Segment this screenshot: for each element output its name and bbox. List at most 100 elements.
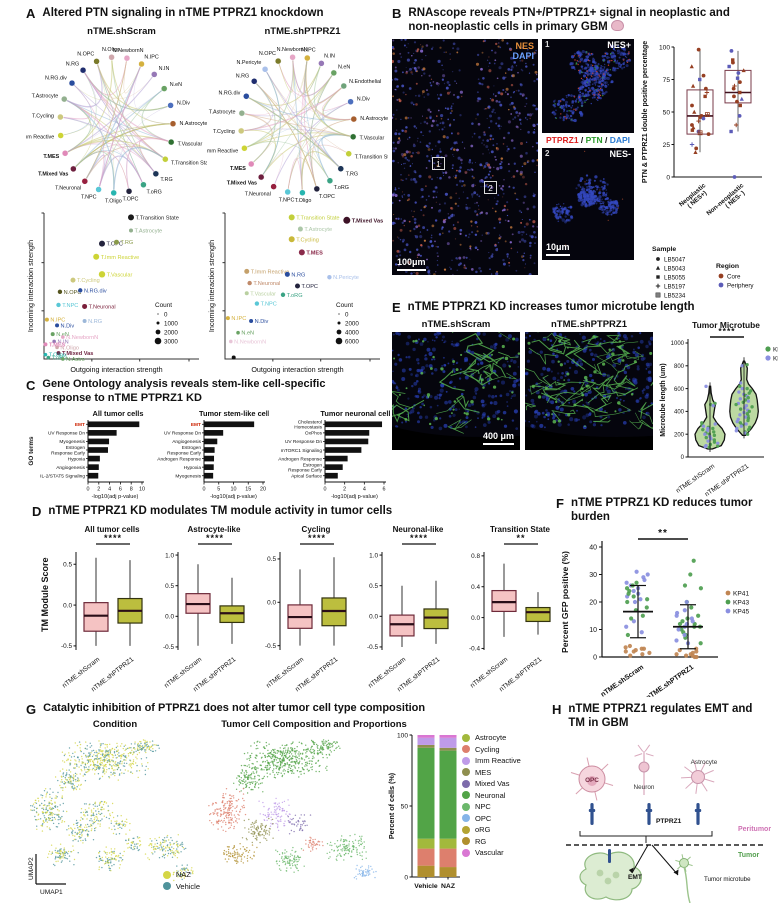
svg-text:Astrocyte-like: Astrocyte-like	[188, 525, 241, 534]
legend-label: Mixed Vas	[475, 779, 510, 789]
svg-text:N.IPC: N.IPC	[301, 48, 315, 54]
umap-celltype-title: Tumor Cell Composition and Proportions	[221, 719, 407, 731]
panel-a-title: Altered PTN signaling in nTME PTPRZ1 kno…	[42, 7, 324, 19]
scatter-shptprz1: Outgoing interaction strength Incoming in…	[207, 205, 388, 385]
svg-text:LB5234: LB5234	[664, 292, 686, 299]
svg-text:N.IN: N.IN	[324, 54, 335, 60]
svg-text:****: ****	[104, 533, 122, 543]
boxplot-astrocyte-like-canvas: Astrocyte-like****-0.50.00.51.0nTME.shSc…	[163, 525, 245, 694]
svg-text:UMAP1: UMAP1	[40, 889, 63, 896]
svg-text:N.RG.div: N.RG.div	[219, 91, 241, 97]
svg-text:-log10(adj p-value): -log10(adj p-value)	[92, 494, 139, 500]
svg-text:-log10(adj p-value): -log10(adj p-value)	[210, 494, 257, 500]
boxplot-astrocyte-like: Astrocyte-like **** -0.5 0.0 0.5 1.0 nTME.shSc…	[148, 522, 250, 698]
svg-text:N.RG.div: N.RG.div	[45, 76, 67, 82]
legend-item-astrocyte: Astrocyte	[462, 733, 550, 742]
svg-text:30: 30	[589, 572, 597, 579]
svg-text:T.Neuronal: T.Neuronal	[245, 192, 271, 198]
panel-f: F nTME PTPRZ1 KD reduces tumor burden Pe…	[556, 496, 782, 702]
svg-text:nTME.shPTPRZ1: nTME.shPTPRZ1	[645, 664, 695, 697]
svg-text:Incoming interaction strength: Incoming interaction strength	[26, 240, 35, 332]
legend-swatch	[462, 745, 470, 754]
boxplot-transition-state-canvas: Transition State**-0.40.00.40.8nTME.shSc…	[469, 525, 551, 694]
svg-text:Region: Region	[716, 263, 739, 270]
svg-text:Count: Count	[336, 302, 353, 309]
svg-text:10: 10	[139, 486, 145, 492]
svg-text:T.NPC: T.NPC	[279, 198, 295, 204]
svg-text:nTME.shScram: nTME.shScram	[600, 664, 645, 697]
svg-text:0.0: 0.0	[471, 615, 480, 622]
boxplot-neuronal-like-canvas: Neuronal-like****-0.50.00.51.0nTME.shScr…	[367, 525, 449, 694]
svg-text:40: 40	[589, 544, 597, 551]
svg-text:-0.5: -0.5	[163, 644, 174, 651]
svg-text:T.Transition State: T.Transition State	[171, 161, 207, 167]
panel-f-title: nTME PTPRZ1 KD reduces tumor burden	[570, 497, 753, 524]
svg-text:0: 0	[593, 654, 597, 661]
nes-negative-inset: 2 NES- 10μm	[542, 147, 634, 260]
svg-text:1.0: 1.0	[369, 553, 378, 560]
scalebar-400um: 400 μm	[482, 431, 514, 446]
svg-text:N.NewbornN: N.NewbornN	[234, 340, 266, 346]
svg-text:OxPhos: OxPhos	[305, 430, 323, 436]
svg-text:EMT: EMT	[75, 422, 85, 428]
svg-text:Transition State: Transition State	[490, 525, 551, 534]
legend-label: Neuronal	[475, 790, 506, 800]
svg-text:T.Neuronal: T.Neuronal	[55, 186, 81, 192]
svg-text:KP43: KP43	[773, 347, 778, 354]
svg-text:N.RG: N.RG	[236, 74, 249, 80]
svg-text:T.oRG: T.oRG	[52, 356, 68, 362]
svg-text:T.Vascular: T.Vascular	[360, 136, 385, 142]
legend-item-imm-reactive: Imm Reactive	[462, 756, 550, 765]
svg-text:Androgen Response: Androgen Response	[157, 456, 201, 462]
microtube-violin-plot-canvas: Tumor Microtube Microtube length (um) 0 200…	[660, 320, 782, 498]
svg-text:3000: 3000	[164, 339, 178, 346]
svg-text:N.Oligo: N.Oligo	[102, 47, 120, 53]
umap-celltype-plot-canvas	[208, 739, 377, 880]
svg-text:GO terms: GO terms	[28, 435, 35, 465]
svg-text:T.RG: T.RG	[160, 177, 172, 183]
svg-text:2: 2	[97, 486, 100, 492]
svg-text:N.IN: N.IN	[57, 340, 68, 346]
double-positive-boxplot-canvas: PTN & PTPRZ1 double positive percentage 0…	[642, 40, 762, 299]
condition-legend: NAZ Vehicle	[162, 870, 200, 893]
svg-text:T.Mixed Vas: T.Mixed Vas	[352, 219, 383, 225]
svg-text:T.MES: T.MES	[306, 251, 323, 257]
legend-label: OPC	[475, 813, 492, 823]
svg-text:N.IPC: N.IPC	[144, 55, 158, 61]
svg-text:Tumor Microtube: Tumor Microtube	[692, 320, 760, 330]
network-shscram-title: nTME.shScram	[87, 26, 156, 38]
svg-text:0.5: 0.5	[63, 562, 72, 569]
svg-text:Tumor stem-like cells: Tumor stem-like cells	[199, 409, 269, 418]
stain-caption: PTPRZ1 / PTN / DAPI	[542, 132, 634, 148]
svg-text:Tumor neuronal cells: Tumor neuronal cells	[320, 409, 390, 418]
svg-text:5: 5	[217, 486, 220, 492]
svg-text:20: 20	[260, 486, 266, 492]
go-chart-neuronal: Tumor neuronal cells Cholesterol Homeostas…	[269, 408, 394, 500]
svg-text:N.IPC: N.IPC	[50, 318, 65, 324]
svg-text:0.5: 0.5	[369, 583, 378, 590]
svg-text:1000: 1000	[671, 341, 685, 347]
svg-text:200: 200	[674, 433, 685, 439]
legend-item-opc: OPC	[462, 814, 550, 823]
svg-text:All tumor cells: All tumor cells	[93, 409, 144, 418]
legend-item-neuronal: Neuronal	[462, 791, 550, 800]
panel-d-title: nTME PTPRZ1 KD modulates TM module activ…	[48, 505, 393, 517]
svg-text:0.4: 0.4	[471, 584, 480, 591]
go-chart-all-tumor: All tumor cells GO terms EMT UV Response Dn…	[26, 408, 148, 500]
svg-text:T.MES: T.MES	[43, 154, 59, 160]
svg-text:25: 25	[663, 142, 671, 149]
svg-text:T.Mixed Vas: T.Mixed Vas	[62, 351, 93, 357]
svg-text:10: 10	[231, 486, 237, 492]
svg-text:0.8: 0.8	[471, 553, 480, 560]
svg-text:Microtube length (um): Microtube length (um)	[660, 364, 667, 438]
legend-item-org: oRG	[462, 825, 550, 834]
svg-text:-log10(adj p-value): -log10(adj p-value)	[331, 494, 378, 500]
svg-text:N.NewbornN: N.NewbornN	[113, 48, 144, 54]
svg-text:-0.4: -0.4	[469, 646, 480, 653]
svg-text:All tumor cells: All tumor cells	[84, 525, 140, 534]
svg-text:0: 0	[87, 486, 90, 492]
